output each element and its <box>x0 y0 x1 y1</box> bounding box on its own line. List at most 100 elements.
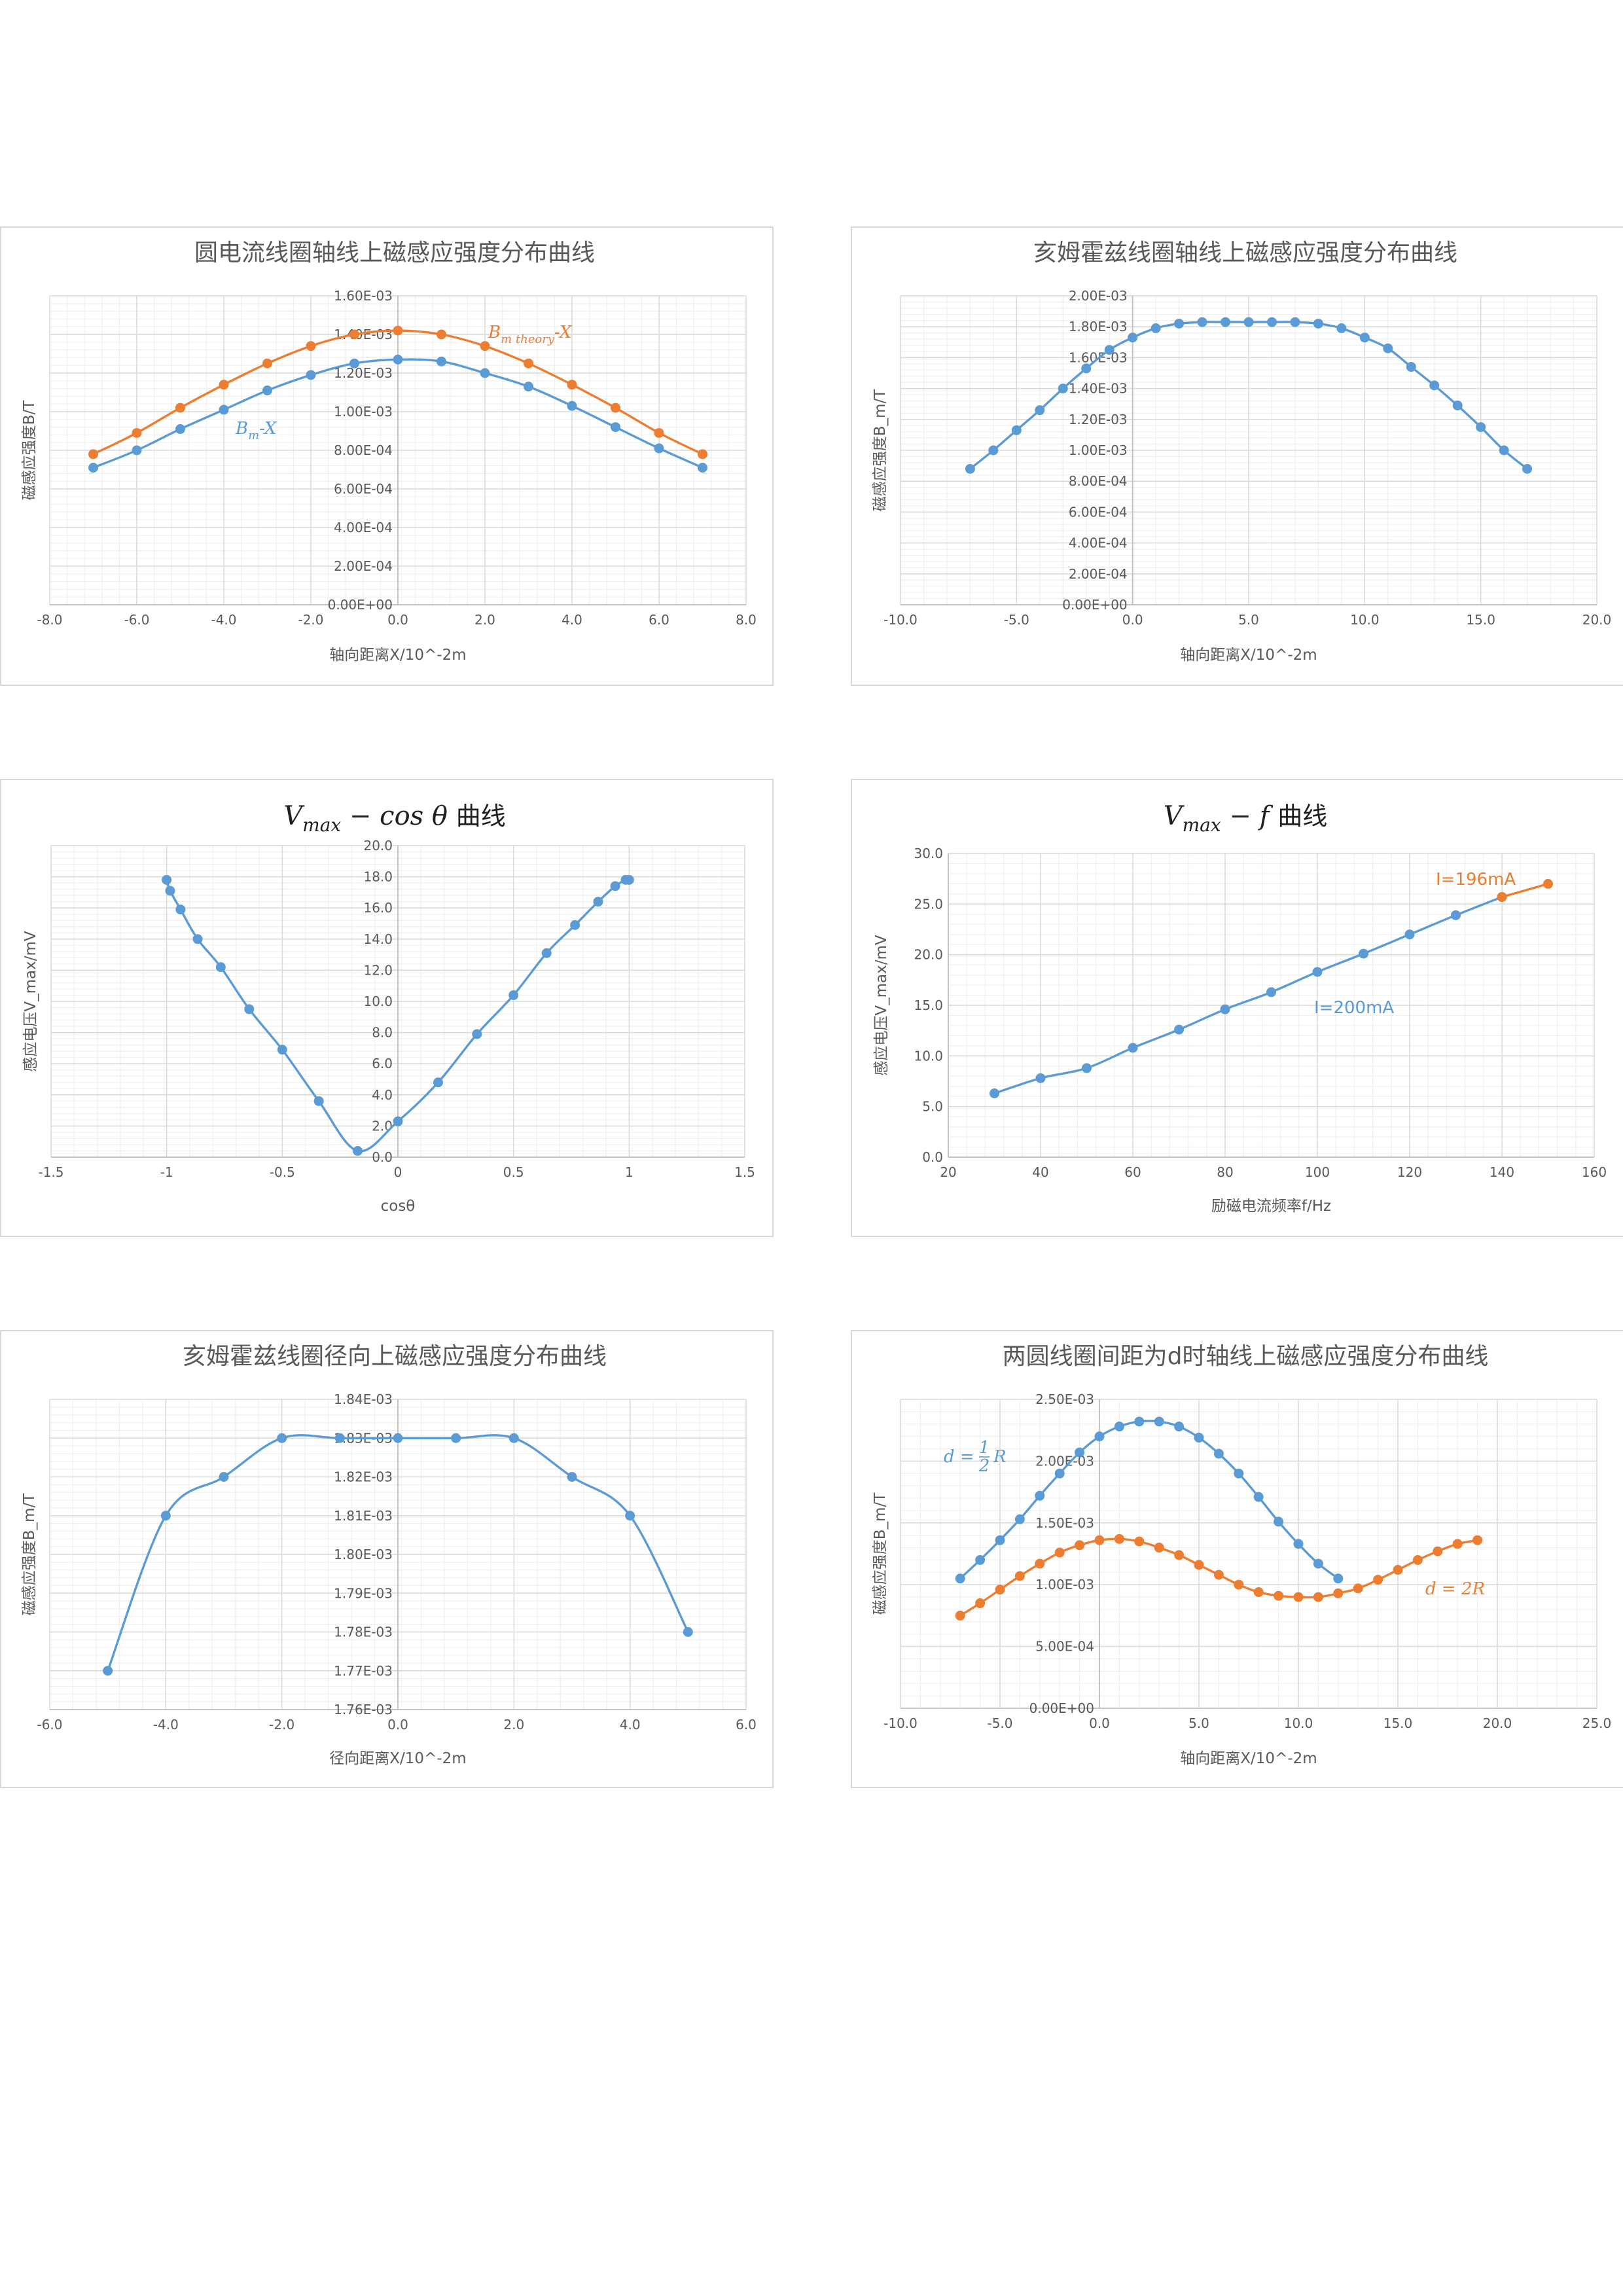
data-point <box>1290 317 1300 327</box>
data-point <box>1081 363 1092 374</box>
y-tick-label: 1.40E-03 <box>1069 381 1128 397</box>
x-tick-label: 25.0 <box>1582 1715 1612 1731</box>
y-tick-label: 4.0 <box>372 1087 393 1103</box>
data-point <box>277 1045 287 1055</box>
data-point <box>175 424 185 435</box>
data-point <box>1213 1570 1224 1580</box>
x-tick-label: -1 <box>160 1164 173 1180</box>
data-point <box>349 358 359 368</box>
data-point <box>1452 401 1463 411</box>
series-label: I=196mA <box>1436 870 1516 889</box>
data-point <box>1313 1558 1323 1569</box>
series-label: I=200mA <box>1314 998 1394 1018</box>
chart-title: Vmax − cos θ 曲线 <box>283 801 505 836</box>
y-axis-title: 感应电压V_max/mV <box>873 935 890 1075</box>
data-point <box>1128 1043 1138 1053</box>
chart-svg: 亥姆霍兹线圈径向上磁感应强度分布曲线 -6.0 -4.0 -2.0 0.0 2.0 4.0 6… <box>21 1343 757 1767</box>
x-tick-label: 5.0 <box>1188 1715 1209 1731</box>
x-tick-label: 6.0 <box>649 612 669 628</box>
chart-svg: 圆电流线圈轴线上磁感应强度分布曲线 -8.0 -6.0 -4.0 -2.0 0.0 2.0 4… <box>21 240 757 664</box>
data-point <box>219 380 229 390</box>
y-tick-label: 2.00E-04 <box>334 558 393 574</box>
data-point <box>1266 987 1276 997</box>
series-label-text: d = 2R <box>1425 1579 1485 1599</box>
data-point <box>1522 463 1533 474</box>
data-point <box>1373 1575 1383 1585</box>
data-point <box>1075 1540 1085 1551</box>
data-point <box>567 380 577 390</box>
data-point <box>1472 1535 1483 1545</box>
x-tick-label: -0.5 <box>270 1164 295 1180</box>
chart-title: 亥姆霍兹线圈径向上磁感应强度分布曲线 <box>183 1343 607 1370</box>
y-tick-label: 18.0 <box>363 869 393 885</box>
series-label: d = 2R <box>1425 1579 1485 1599</box>
chart-panel-helmholtz-axis: 亥姆霍兹线圈轴线上磁感应强度分布曲线 -10.0 -5.0 0.0 5.0 10.0 15.… <box>851 226 1623 686</box>
y-tick-label: 15.0 <box>914 997 943 1013</box>
chart-title: 两圆线圈间距为d时轴线上磁感应强度分布曲线 <box>1003 1343 1489 1370</box>
data-point <box>1429 380 1440 391</box>
y-axis-title: 感应电压V_max/mV <box>22 931 39 1071</box>
data-point <box>1094 1431 1105 1442</box>
series-label-text: I=200mA <box>1314 998 1394 1018</box>
data-point <box>1313 1592 1323 1602</box>
x-tick-label: 120 <box>1397 1164 1422 1180</box>
data-point <box>1406 362 1416 372</box>
y-tick-label: 1.82E-03 <box>334 1469 393 1485</box>
x-tick-label: 15.0 <box>1383 1715 1413 1731</box>
x-tick-label: 2.0 <box>474 612 495 628</box>
x-tick-label: -4.0 <box>211 612 236 628</box>
data-point <box>1313 318 1323 329</box>
y-tick-label: 1.40E-03 <box>334 327 393 342</box>
data-point <box>1174 318 1185 329</box>
data-point <box>541 948 552 958</box>
data-point <box>480 341 490 351</box>
data-point <box>88 463 98 473</box>
x-tick-label: 60 <box>1124 1164 1141 1180</box>
data-point <box>698 449 707 459</box>
data-point <box>1220 1004 1230 1014</box>
y-tick-label: 1.81E-03 <box>334 1508 393 1524</box>
data-point <box>1128 332 1138 343</box>
data-point <box>1035 1558 1045 1569</box>
y-tick-label: 10.0 <box>363 994 393 1009</box>
x-tick-label: -5.0 <box>1004 612 1029 628</box>
x-tick-label: 15.0 <box>1466 612 1495 628</box>
plot-area <box>901 1399 1597 1708</box>
data-point <box>1266 317 1277 327</box>
data-point <box>160 1511 171 1521</box>
data-point <box>1333 1573 1344 1584</box>
x-tick-label: -10.0 <box>883 1715 918 1731</box>
data-point <box>306 370 316 380</box>
y-tick-label: 8.00E-04 <box>1069 473 1128 489</box>
chart-svg: 亥姆霍兹线圈轴线上磁感应强度分布曲线 -10.0 -5.0 0.0 5.0 10.0 15.… <box>872 240 1611 664</box>
data-point <box>1154 1543 1164 1553</box>
series-label-text: Bm-X <box>235 419 277 442</box>
data-point <box>1333 1588 1344 1598</box>
data-point <box>1134 1536 1145 1547</box>
data-point <box>1035 1490 1045 1501</box>
data-point <box>162 874 172 885</box>
data-point <box>306 341 316 351</box>
data-point <box>1014 1571 1025 1581</box>
y-tick-label: 8.0 <box>372 1025 393 1041</box>
x-tick-label: 1 <box>625 1164 633 1180</box>
series-label-text: 2 <box>978 1456 990 1476</box>
data-point <box>219 1472 229 1482</box>
series-label-text: 1 <box>979 1438 990 1458</box>
data-point <box>1058 384 1068 394</box>
data-point <box>215 962 226 973</box>
data-point <box>1174 1024 1184 1035</box>
x-tick-label: 20.0 <box>1483 1715 1512 1731</box>
data-point <box>524 382 533 392</box>
chart-svg: 两圆线圈间距为d时轴线上磁感应强度分布曲线-10.0 -5.0 0.0 5.0 10.0… <box>872 1343 1612 1767</box>
data-point <box>965 463 975 474</box>
data-point <box>433 1077 443 1088</box>
x-tick-label: 6.0 <box>736 1717 757 1732</box>
y-tick-label: 20.0 <box>914 947 943 963</box>
data-point <box>1476 422 1486 433</box>
x-tick-label: 0.0 <box>387 1717 408 1732</box>
data-point <box>192 934 203 944</box>
data-point <box>472 1029 482 1039</box>
data-point <box>593 897 603 907</box>
data-point <box>1543 878 1553 889</box>
